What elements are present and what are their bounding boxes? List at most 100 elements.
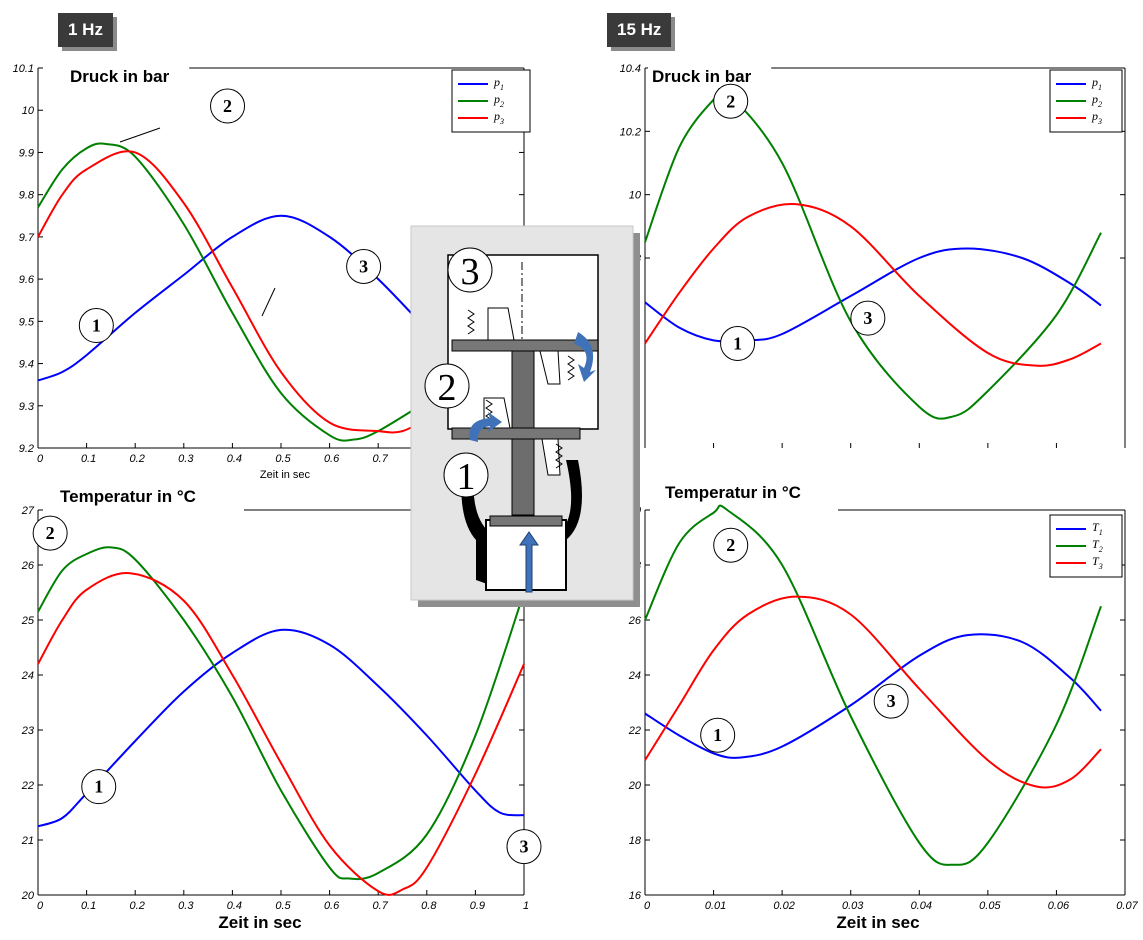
legend-label: p1	[493, 75, 504, 92]
x-axis-label: Zeit in sec	[836, 913, 919, 932]
curve-marker-label: 3	[520, 837, 529, 857]
series-line-p2	[37, 142, 428, 442]
series-line-p2	[644, 504, 1102, 866]
curve-marker-label: 2	[223, 96, 232, 116]
diagram-upper-right-pawl	[539, 350, 561, 385]
y-tick-label: 9.6	[19, 274, 35, 286]
y-tick-label: 10.2	[620, 126, 641, 138]
x-tick-label: 0.2	[130, 900, 145, 912]
x-tick-label: 0.9	[470, 900, 485, 912]
y-tick-label: 16	[629, 890, 642, 902]
series-line-p3	[37, 572, 525, 896]
diagram-flow-arrow-icon	[519, 531, 539, 593]
series-line-p1	[644, 247, 1102, 343]
valve-diagram: 3 2 1	[410, 225, 640, 607]
curve-marker-label: 2	[726, 535, 735, 555]
x-tick-label: 0.07	[1116, 900, 1138, 912]
legend-label: p3	[493, 109, 504, 126]
chart-t15hz: 161820222426283000.010.020.030.040.050.0…	[628, 482, 1139, 932]
curve-marker-label: 1	[733, 334, 742, 354]
x-tick-label: 0.05	[979, 900, 1001, 912]
diagram-label-circle-3	[447, 247, 493, 293]
diagram-label-2: 2	[438, 367, 457, 409]
diagram-spring-3	[485, 399, 493, 421]
y-tick-label: 22	[21, 780, 34, 792]
curve-marker-label: 3	[359, 256, 368, 276]
x-tick-label: 0.6	[324, 453, 340, 465]
curve-marker-2	[210, 88, 246, 124]
x-tick-label: 0.2	[130, 453, 145, 465]
chart-title-bg	[661, 482, 823, 504]
chart-title-bg	[648, 66, 772, 88]
y-tick-label: 22	[628, 725, 641, 737]
curve-marker-label: 1	[713, 725, 722, 745]
y-tick-label: 10	[629, 190, 642, 202]
diagram-upper-left-pawl	[487, 307, 515, 341]
y-tick-label: 10.1	[13, 63, 34, 75]
x-tick-label: 0	[644, 900, 651, 912]
y-tick-label: 21	[21, 835, 34, 847]
curve-marker-2	[32, 515, 68, 551]
y-tick-label: 10.4	[620, 63, 641, 75]
marker-pointer-2	[119, 127, 161, 143]
x-tick-label: 0.06	[1048, 900, 1070, 912]
y-tick-label: 9.8	[19, 190, 35, 202]
diagram-lower-plate	[451, 427, 581, 440]
x-tick-label: 0.03	[842, 900, 864, 912]
y-tick-label: 24	[628, 670, 641, 682]
y-tick-label: 26	[21, 560, 35, 572]
diagram-rotation-arrow-lower-icon	[469, 412, 502, 442]
y-tick-label: 20	[21, 890, 35, 902]
curve-marker-label: 3	[863, 308, 872, 328]
diagram-spring-4	[555, 443, 563, 469]
series-line-p2	[644, 87, 1102, 420]
curve-marker-1	[78, 308, 114, 344]
x-tick-label: 0.02	[773, 900, 794, 912]
curve-marker-2	[713, 83, 749, 119]
y-tick-label: 9.5	[19, 316, 35, 328]
curve-marker-label: 2	[46, 523, 55, 543]
diagram-label-circle-2	[424, 363, 470, 409]
chart-title-bg	[56, 486, 218, 508]
diagram-lower-right-pawl	[541, 438, 561, 476]
y-tick-label: 9.2	[19, 443, 34, 455]
x-tick-label: 0.01	[705, 900, 726, 912]
x-tick-label: 0.1	[81, 453, 96, 465]
diagram-piston-cap	[489, 515, 563, 527]
x-tick-label: 0.7	[373, 453, 389, 465]
y-tick-label: 20	[628, 780, 642, 792]
diagram-spring-2	[567, 355, 575, 381]
diagram-label-1: 1	[457, 456, 476, 498]
curve-marker-2	[713, 527, 749, 563]
curve-marker-1	[700, 717, 736, 753]
legend-label: T2	[1092, 537, 1103, 554]
series-line-p3	[37, 150, 428, 434]
x-tick-label: 0.8	[421, 900, 437, 912]
curve-marker-3	[873, 683, 909, 719]
legend-label: p3	[1091, 109, 1102, 126]
x-tick-label: 0.6	[324, 900, 340, 912]
series-line-p3	[644, 202, 1102, 367]
frequency-tag-1hz: 1 Hz	[58, 13, 113, 47]
x-tick-label: 0.3	[178, 453, 194, 465]
y-tick-label: 9.3	[19, 401, 35, 413]
chart-title: Druck in bar	[70, 67, 170, 86]
series-line-p2	[37, 546, 525, 881]
legend-label: T1	[1092, 520, 1103, 537]
diagram-label-circle-1	[443, 452, 489, 498]
y-tick-label: 10	[22, 105, 35, 117]
y-tick-label: 9.7	[19, 232, 35, 244]
series-line-p3	[644, 595, 1102, 789]
legend-label: p2	[493, 92, 504, 109]
curve-marker-3	[850, 300, 886, 336]
curve-marker-3	[506, 829, 542, 865]
x-tick-label: 0	[37, 900, 44, 912]
y-tick-label: 9.9	[19, 147, 34, 159]
frequency-tag-15hz: 15 Hz	[607, 13, 672, 47]
diagram-upper-plate	[451, 339, 599, 352]
x-tick-label: 0.5	[275, 900, 291, 912]
series-line-p1	[37, 214, 428, 382]
